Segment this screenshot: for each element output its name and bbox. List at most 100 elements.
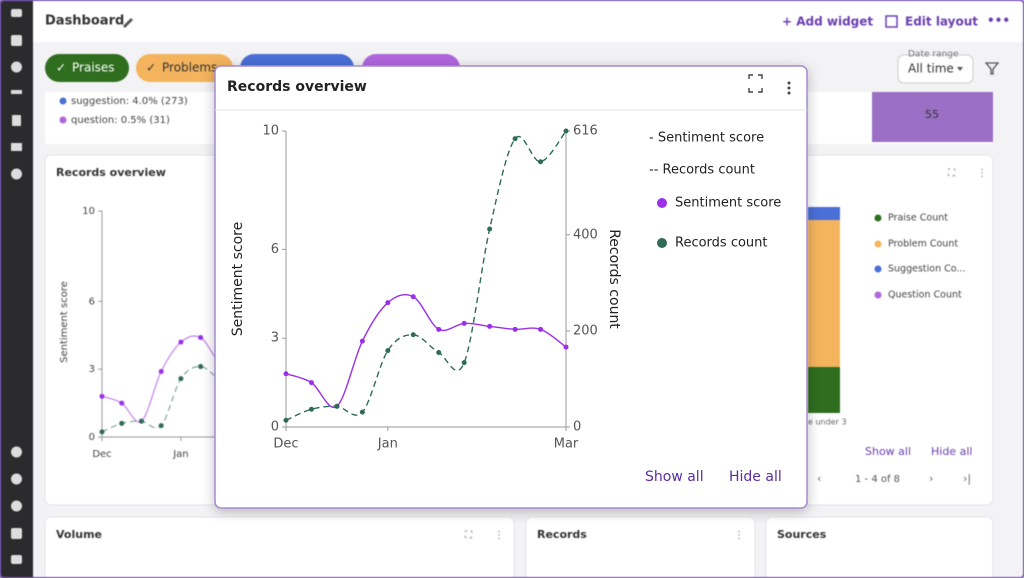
hide-all[interactable]: Hide all (931, 445, 972, 458)
chip-check: ✓ (56, 61, 66, 75)
legend-entry[interactable]: Question Count (888, 290, 962, 301)
card-title: Records (537, 528, 587, 541)
legend-dot (874, 214, 882, 222)
data-point (119, 400, 125, 406)
legend-line-entry: - Sentiment score (649, 131, 764, 146)
y-tick-label: 10 (82, 206, 95, 217)
data-point (178, 339, 184, 345)
menu-icon[interactable]: ⋮ (734, 530, 744, 541)
data-point (487, 226, 493, 232)
nav-icon[interactable] (11, 35, 22, 46)
sidebar-icons (11, 9, 22, 564)
data-point (461, 360, 467, 366)
add-widget[interactable]: + Add widget (782, 15, 873, 29)
data-point (410, 332, 416, 338)
data-point (563, 344, 569, 350)
legend-dot (874, 240, 882, 248)
last-page[interactable]: ›| (963, 472, 971, 485)
y-tick-label: 6 (271, 242, 279, 257)
data-point (99, 429, 105, 435)
nav-icon[interactable] (11, 473, 22, 485)
legend-dot (59, 97, 67, 105)
x-tick-label: Jan (172, 449, 188, 460)
x-tick-label: Jan (377, 437, 398, 452)
records-table-card (525, 516, 756, 578)
legend-dot (59, 116, 67, 124)
layout-icon (885, 15, 898, 28)
data-point (158, 368, 164, 374)
nav-icon[interactable] (11, 168, 22, 180)
menu-icon[interactable]: ⋮ (494, 530, 504, 541)
data-point (359, 409, 365, 415)
menu-icon[interactable]: ⋮ (977, 168, 987, 179)
nav-icon[interactable] (11, 555, 22, 564)
bar-segment (808, 367, 840, 413)
legend-entry[interactable]: Praise Count (888, 213, 948, 224)
data-point (385, 300, 391, 306)
nav-icon[interactable] (11, 61, 22, 73)
nav-icon[interactable] (11, 528, 22, 539)
card-title: Sources (777, 528, 827, 541)
summary-legend: question: 0.5% (31) (71, 115, 170, 126)
menu-icon[interactable] (787, 81, 791, 95)
modal-title: Records overview (227, 79, 367, 95)
nav-icon[interactable] (11, 446, 22, 458)
filter-chip[interactable] (45, 54, 129, 82)
nav-icon[interactable] (11, 143, 22, 151)
edit-icon[interactable] (123, 18, 133, 28)
dropdown-caret (957, 67, 963, 71)
x-tick-label: Dec (92, 449, 111, 460)
expand-icon[interactable]: ⛶ (947, 168, 956, 179)
filter-icon[interactable] (984, 62, 1000, 75)
legend-entry[interactable]: Suggestion Co... (888, 264, 965, 275)
chip-label: Praises (72, 61, 115, 75)
y-axis-label: Sentiment score (59, 281, 70, 363)
y-tick-label: 3 (271, 331, 279, 346)
tile (872, 92, 993, 142)
legend-entry: Records count (675, 236, 768, 251)
card-title: Records overview (56, 166, 166, 179)
legend-dot (874, 265, 882, 273)
y-tick-label: 3 (89, 364, 95, 375)
y-tick-label: 0 (271, 420, 279, 435)
card-title: Volume (56, 528, 102, 541)
nav-icon[interactable] (12, 115, 21, 126)
date-range-select[interactable] (897, 54, 974, 84)
data-point (119, 420, 125, 426)
more-menu[interactable]: ••• (987, 14, 1010, 28)
data-point (512, 136, 518, 142)
page-title: Dashboard (45, 14, 124, 29)
tile-value: 55 (925, 108, 939, 121)
data-point (436, 326, 442, 332)
legend: Sentiment score Records count (657, 196, 781, 251)
chart-modal: Records overview Sentiment score Records… (214, 65, 808, 509)
expand-icon[interactable]: ⛶ (464, 530, 473, 541)
y2-tick-label: 0 (573, 420, 581, 435)
logo[interactable] (11, 9, 22, 17)
prev-page[interactable]: ‹ (817, 472, 821, 485)
nav-icon[interactable] (11, 90, 22, 94)
expand-icon[interactable] (748, 74, 763, 93)
legend-line-entry: -- Records count (649, 163, 755, 178)
data-point (99, 393, 105, 399)
filter-chip[interactable] (136, 54, 233, 82)
edit-layout[interactable]: Edit layout (905, 15, 978, 29)
modal-panel (214, 65, 808, 509)
top-bar (33, 0, 1024, 42)
data-point (512, 326, 518, 332)
bar-segment (808, 207, 840, 220)
show-all[interactable]: Show all (645, 469, 704, 485)
x-tick-label: Mar (554, 437, 579, 452)
data-point (308, 380, 314, 386)
hide-all[interactable]: Hide all (729, 469, 782, 485)
bar-segment (808, 220, 840, 367)
show-all[interactable]: Show all (865, 445, 911, 458)
nav-icon[interactable] (11, 500, 22, 512)
next-page[interactable]: › (929, 472, 933, 485)
legend-entry: Sentiment score (675, 196, 781, 211)
data-point (538, 159, 544, 165)
legend-entry[interactable]: Problem Count (888, 239, 958, 250)
data-point (461, 320, 467, 326)
y-axis-label: Sentiment score (230, 222, 246, 336)
y-tick-label: 10 (262, 124, 279, 139)
